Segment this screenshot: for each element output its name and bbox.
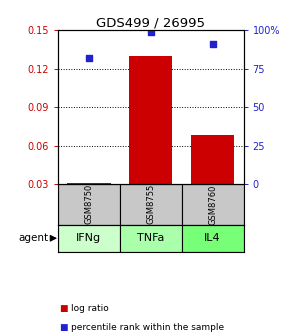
Bar — [120, 224, 182, 252]
Text: ■: ■ — [59, 304, 68, 312]
Text: ■: ■ — [59, 323, 68, 332]
Text: GSM8750: GSM8750 — [84, 184, 93, 224]
Title: GDS499 / 26995: GDS499 / 26995 — [96, 16, 205, 29]
Text: agent: agent — [19, 233, 49, 243]
Point — [148, 29, 153, 35]
Bar — [58, 224, 120, 252]
Bar — [191, 135, 234, 184]
Text: GSM8760: GSM8760 — [208, 184, 217, 224]
Point — [87, 55, 91, 60]
Bar — [129, 56, 173, 184]
Bar — [67, 183, 110, 184]
Text: GSM8755: GSM8755 — [146, 184, 155, 224]
Text: IFNg: IFNg — [76, 233, 102, 243]
Bar — [58, 184, 120, 224]
Bar — [182, 184, 244, 224]
Text: TNFa: TNFa — [137, 233, 164, 243]
Point — [210, 41, 215, 47]
Bar — [120, 184, 182, 224]
Bar — [182, 224, 244, 252]
Text: IL4: IL4 — [204, 233, 221, 243]
Text: log ratio: log ratio — [71, 304, 109, 312]
Text: percentile rank within the sample: percentile rank within the sample — [71, 323, 224, 332]
